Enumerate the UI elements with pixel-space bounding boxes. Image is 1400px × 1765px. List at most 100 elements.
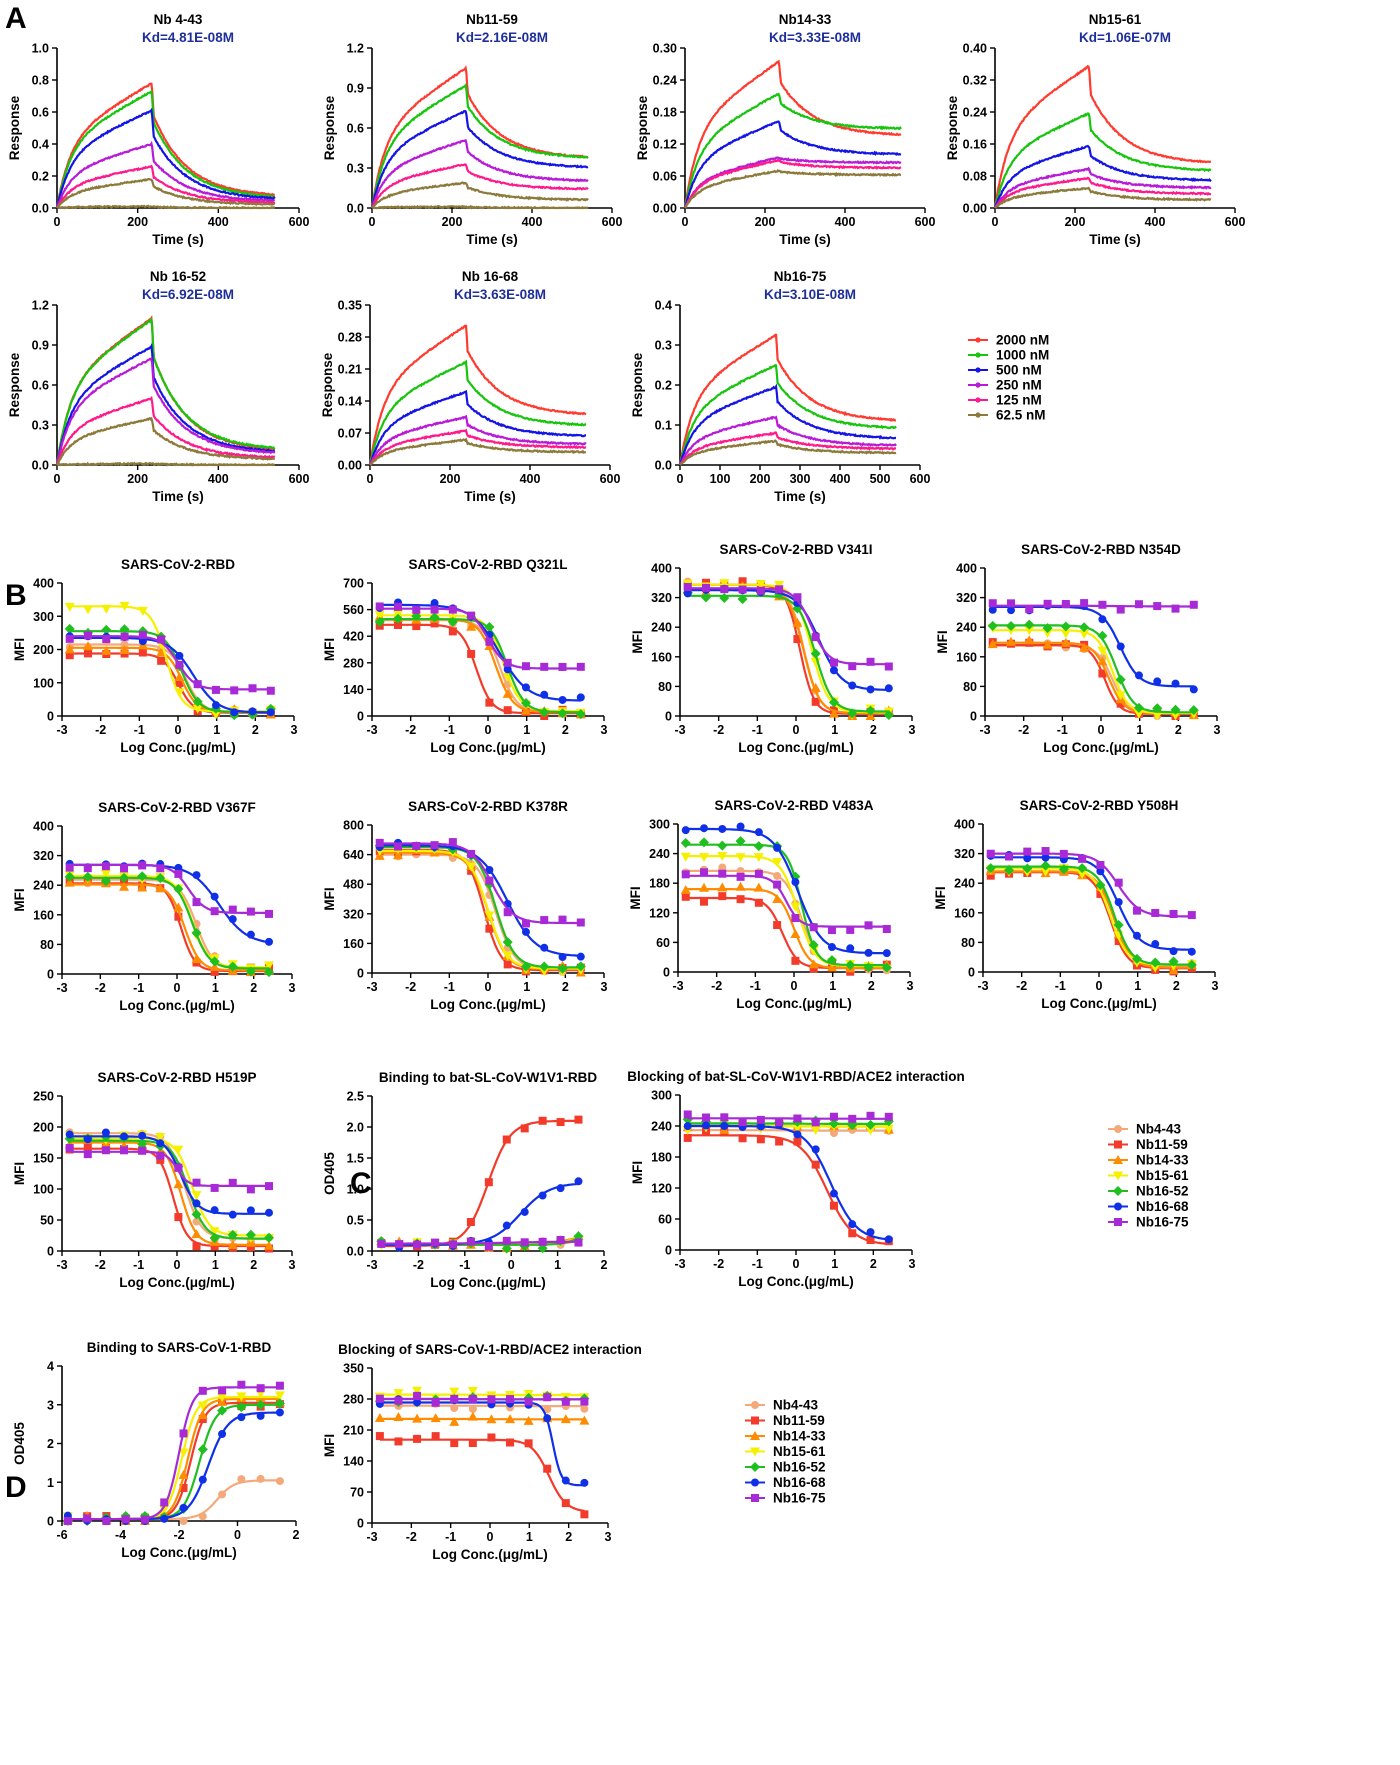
x-tick-label: 3 xyxy=(601,723,608,737)
x-tick-label: -3 xyxy=(366,980,377,994)
data-point xyxy=(179,1503,188,1512)
data-point xyxy=(985,863,996,874)
chart-c1: -3 -2 -1 0 1 2 0.0 0.5 1.0 1.5 2.0 2.5 Log Conc.(μg/… xyxy=(322,1070,608,1290)
data-point xyxy=(557,708,568,719)
x-tick-label: 200 xyxy=(755,215,776,229)
data-point xyxy=(413,1391,422,1400)
legend-marker xyxy=(1114,1202,1122,1211)
chart-title: Nb15-61 xyxy=(1089,12,1142,27)
y-axis-label: MFI xyxy=(933,886,948,909)
sensorgram-series-line xyxy=(55,82,275,209)
data-point xyxy=(543,1405,552,1414)
data-point xyxy=(1188,705,1199,716)
data-point xyxy=(503,658,512,667)
data-point xyxy=(174,1213,183,1222)
data-point xyxy=(246,907,255,916)
data-point xyxy=(119,881,130,891)
data-point xyxy=(1006,620,1017,631)
y-tick-label: 210 xyxy=(343,1424,364,1438)
y-tick-label: 320 xyxy=(954,847,975,861)
chart-b8: -3 -2 -1 0 1 2 3 0 80 160 240 320 400 Log Conc.(μg/mL… xyxy=(933,798,1219,1011)
data-point xyxy=(520,961,531,972)
data-point xyxy=(65,863,74,872)
data-point xyxy=(138,648,147,657)
x-tick-label: 0 xyxy=(174,1258,181,1272)
y-tick-label: 0.9 xyxy=(347,82,364,96)
data-point xyxy=(792,617,803,627)
data-point xyxy=(1187,947,1196,956)
y-tick-label: 1.0 xyxy=(32,42,49,56)
data-point xyxy=(174,1163,183,1172)
y-tick-label: 0.4 xyxy=(32,138,49,152)
data-point xyxy=(503,960,512,969)
x-tick-label: -2 xyxy=(713,723,724,737)
y-tick-label: 0.12 xyxy=(653,138,677,152)
data-point xyxy=(1022,863,1033,874)
data-point xyxy=(1114,937,1123,946)
fit-curve xyxy=(687,1122,889,1125)
y-tick-label: 70 xyxy=(350,1486,364,1500)
data-point xyxy=(246,930,255,939)
chart-title: SARS-CoV-2-RBD N354D xyxy=(1021,542,1181,557)
data-point xyxy=(864,921,873,930)
x-axis-label: Log Conc.(μg/mL) xyxy=(736,996,852,1011)
x-tick-label: 600 xyxy=(602,215,623,229)
data-point xyxy=(1042,629,1053,639)
data-point xyxy=(580,1510,589,1519)
data-point xyxy=(375,838,384,847)
sensorgram-series-line xyxy=(55,140,276,209)
data-point xyxy=(413,1434,422,1443)
sensorgram-series-line xyxy=(678,333,897,465)
data-point xyxy=(1079,622,1090,633)
data-point xyxy=(120,640,129,649)
data-point xyxy=(1042,639,1053,649)
data-point xyxy=(1189,685,1198,694)
data-point xyxy=(192,696,203,707)
x-tick-label: 3 xyxy=(909,1257,916,1271)
data-point xyxy=(756,1135,765,1144)
data-point xyxy=(467,649,476,658)
legend-marker xyxy=(1114,1140,1122,1149)
data-point xyxy=(793,1137,802,1146)
data-point xyxy=(736,872,745,881)
y-axis-label: MFI xyxy=(628,886,643,909)
data-point xyxy=(792,1123,803,1133)
x-tick-label: 0 xyxy=(677,472,684,486)
sensorgram-series-line xyxy=(56,177,276,209)
y-tick-label: 80 xyxy=(658,680,672,694)
chart-title: SARS-CoV-2-RBD V341I xyxy=(719,542,872,557)
data-point xyxy=(179,1483,188,1492)
data-point xyxy=(576,952,585,961)
data-point xyxy=(502,937,513,948)
data-point xyxy=(209,1232,220,1243)
sensorgram-series-line xyxy=(55,317,276,465)
data-point xyxy=(520,1207,529,1216)
data-point xyxy=(485,876,494,885)
data-point xyxy=(159,1505,170,1515)
data-point xyxy=(558,915,567,924)
x-tick-label: 200 xyxy=(127,472,148,486)
data-point xyxy=(394,602,403,611)
data-point xyxy=(209,1227,220,1237)
data-point xyxy=(210,967,219,976)
data-point xyxy=(237,1475,246,1484)
data-point xyxy=(699,837,710,848)
y-tick-label: 50 xyxy=(40,1214,54,1228)
data-point xyxy=(681,826,690,835)
data-point xyxy=(1116,642,1125,651)
data-point xyxy=(756,1115,765,1124)
data-point xyxy=(574,1238,583,1247)
x-tick-label: 0 xyxy=(793,723,800,737)
data-point xyxy=(828,1118,839,1129)
data-point xyxy=(1116,699,1125,708)
legend-label: Nb16-75 xyxy=(773,1491,826,1506)
y-tick-label: 2 xyxy=(47,1437,54,1451)
data-point xyxy=(827,943,836,952)
data-point xyxy=(395,1240,404,1249)
data-point xyxy=(502,688,513,698)
y-tick-label: 800 xyxy=(343,819,364,833)
x-axis-label: Log Conc.(μg/mL) xyxy=(430,997,546,1012)
data-point xyxy=(561,1397,570,1406)
sensorgram-series-line xyxy=(678,383,897,466)
